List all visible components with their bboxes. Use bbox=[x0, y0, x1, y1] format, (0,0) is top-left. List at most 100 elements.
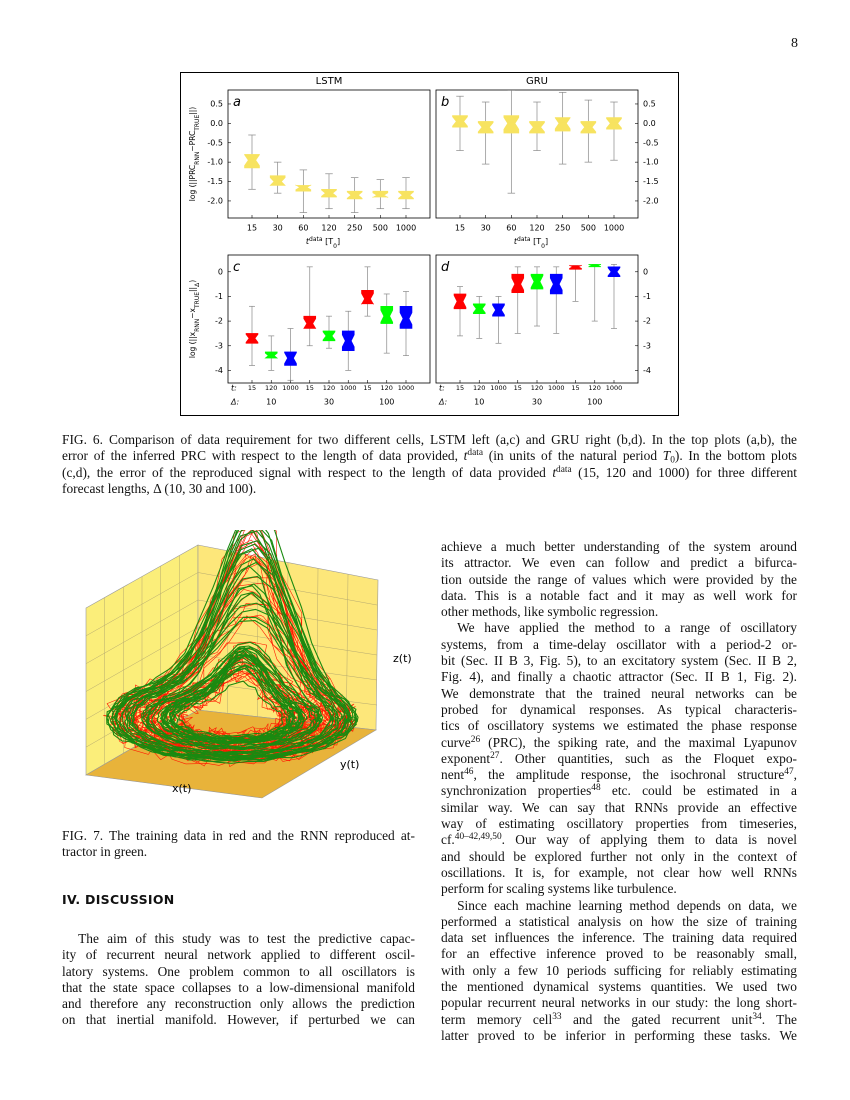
trajectory bbox=[160, 664, 305, 745]
y-tick-label: -2 bbox=[215, 317, 223, 326]
text-run: error of the inferred PRC with respect t… bbox=[62, 448, 464, 464]
superscript: 46 bbox=[464, 767, 474, 777]
text-run: achieve a much better understanding of t… bbox=[441, 539, 797, 554]
x-tick-label: 15 bbox=[514, 384, 522, 392]
x-tick-label: 250 bbox=[347, 224, 362, 233]
box bbox=[361, 289, 374, 305]
panel-letter: d bbox=[441, 260, 450, 275]
paragraph: FIG. 6. Comparison of data requirement f… bbox=[62, 432, 797, 497]
y-axis-label: log (||PRCRNN−PRCTRUE||) bbox=[188, 107, 201, 202]
attractor bbox=[103, 530, 359, 768]
text-run: with only a few 10 periods sufficing for… bbox=[441, 962, 797, 978]
text-line: Since each machine learning method depen… bbox=[441, 898, 797, 914]
y-tick-label: -3 bbox=[643, 341, 651, 350]
label-run: TRUE bbox=[194, 115, 201, 132]
box bbox=[269, 175, 286, 186]
text-line: tractor in green. bbox=[62, 844, 415, 860]
label-run: log (||PRC bbox=[188, 165, 197, 201]
label-run: ] bbox=[545, 237, 548, 246]
text-line: curve26 (PRC), the spiking rate, and the… bbox=[441, 735, 797, 751]
paragraph: The aim of this study was to test the pr… bbox=[62, 931, 415, 1029]
panel-letter: c bbox=[233, 260, 240, 275]
x-tick-label: 1000 bbox=[548, 384, 565, 392]
y-axis-label: log (||xRNN−xTRUE||Δ) bbox=[188, 280, 201, 358]
text-run: , the amplitude response, the isochronal… bbox=[473, 767, 785, 783]
text-run: latory systems. One problem common to al… bbox=[62, 963, 415, 979]
y-tick-label: 0.0 bbox=[643, 119, 656, 128]
text-run: ). In the bottom plots bbox=[674, 448, 797, 464]
group-label: 100 bbox=[379, 398, 394, 407]
y-tick-label: 0 bbox=[643, 267, 648, 276]
x-tick-label: 120 bbox=[531, 384, 543, 392]
x-tick-label: 15 bbox=[248, 384, 256, 392]
z-axis-label: z(t) bbox=[393, 652, 412, 665]
text-line: popular recurrent neural networks in our… bbox=[441, 995, 797, 1011]
italic-run: t bbox=[463, 448, 468, 464]
x-tick-label: 15 bbox=[363, 384, 371, 392]
label-run: t bbox=[514, 237, 518, 246]
y-tick-label: 0.0 bbox=[210, 119, 223, 128]
y-tick-label: -1.5 bbox=[207, 177, 223, 186]
trajectory bbox=[151, 655, 313, 748]
row-label: Δ: bbox=[230, 398, 239, 407]
x-tick-label: 1000 bbox=[606, 384, 623, 392]
text-run: forecast lengths, Δ (10, 30 and 100). bbox=[62, 480, 257, 496]
text-run: its attractor. We even can follow and pr… bbox=[441, 555, 797, 571]
text-run: Since each machine learning method depen… bbox=[457, 897, 797, 913]
text-run: . Our way of applying them to data is no… bbox=[501, 832, 797, 848]
text-line: latter proved to be inferior in performi… bbox=[441, 1028, 797, 1044]
superscript: 47 bbox=[784, 767, 794, 777]
box bbox=[503, 115, 520, 134]
y-tick-label: -4 bbox=[215, 366, 223, 375]
x-tick-label: 120 bbox=[473, 384, 485, 392]
figure-7-caption: FIG. 7. The training data in red and the… bbox=[62, 828, 415, 861]
x-tick-label: 500 bbox=[581, 224, 596, 233]
box bbox=[399, 305, 413, 329]
text-run: tics of oscillatory systems we estimated… bbox=[441, 718, 797, 734]
box bbox=[244, 154, 260, 169]
group-label: 30 bbox=[532, 398, 542, 407]
x-axis-label: x(t) bbox=[172, 782, 191, 795]
superscript: 48 bbox=[591, 783, 601, 794]
trajectory bbox=[128, 548, 335, 756]
box bbox=[380, 305, 394, 324]
text-run: systems, from a time-delay oscillator wi… bbox=[441, 636, 797, 652]
trajectory bbox=[167, 667, 295, 741]
text-run: exponent bbox=[441, 750, 491, 766]
x-tick-label: 30 bbox=[481, 224, 491, 233]
y-tick-label: -1 bbox=[643, 292, 651, 301]
subscript: 0 bbox=[670, 455, 675, 466]
x-tick-label: 250 bbox=[555, 224, 570, 233]
right-column: achieve a much better understanding of t… bbox=[441, 539, 797, 1044]
text-line: data. This is a notable fact and it may … bbox=[441, 588, 797, 604]
text-run: curve bbox=[441, 734, 471, 750]
text-run: and therefore any reconstruction only al… bbox=[62, 996, 415, 1012]
superscript: 26 bbox=[470, 734, 481, 745]
text-line: latory systems. One problem common to al… bbox=[62, 964, 415, 980]
trajectory bbox=[124, 583, 341, 757]
x-tick-label: 1000 bbox=[340, 384, 357, 392]
text-run: performed a statistical analysis on how … bbox=[441, 913, 797, 929]
text-line: The aim of this study was to test the pr… bbox=[62, 931, 415, 947]
figure-6: 0.50.0-0.5-1.0-1.5-2.015 30 60 120 250 500 100… bbox=[180, 72, 679, 416]
trajectory bbox=[171, 657, 293, 740]
text-run: for an effective inference proved to be … bbox=[441, 946, 797, 962]
label-run: 0 bbox=[333, 243, 337, 250]
paragraph: achieve a much better understanding of t… bbox=[441, 539, 797, 620]
text-run: probed for dynamical responses. As typic… bbox=[441, 701, 797, 717]
text-line: probed for dynamical responses. As typic… bbox=[441, 702, 797, 718]
box bbox=[511, 273, 525, 294]
text-line: We demonstrate that the trained neural n… bbox=[441, 686, 797, 702]
text-run: that the state space collapses to a low-… bbox=[62, 979, 415, 995]
panel-letter: b bbox=[441, 95, 449, 110]
left-column: The aim of this study was to test the pr… bbox=[62, 931, 415, 1029]
panel-title: LSTM bbox=[316, 76, 343, 87]
text-run: Fig. 4), and finally a chaotic attractor… bbox=[441, 669, 797, 685]
italic-run: T bbox=[662, 448, 671, 464]
superscript: data bbox=[467, 448, 484, 459]
text-line: synchronization properties48 etc. could … bbox=[441, 783, 797, 799]
label-run: Δ bbox=[194, 282, 201, 287]
label-run: ) bbox=[188, 280, 197, 283]
superscript: 27 bbox=[490, 750, 500, 761]
y-tick-label: 0.5 bbox=[210, 99, 223, 108]
